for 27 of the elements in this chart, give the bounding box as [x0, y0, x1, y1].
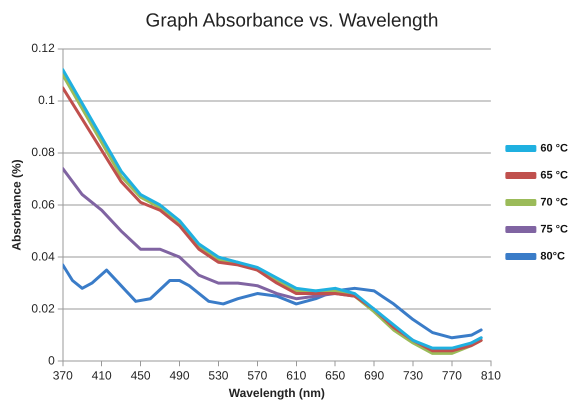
y-tick-label: 0.02	[31, 301, 56, 316]
y-tick-label: 0.1	[38, 93, 56, 108]
y-axis-title: Absorbance (%)	[10, 159, 24, 251]
x-tick-label: 490	[169, 368, 190, 383]
x-tick-label: 370	[52, 368, 74, 383]
legend-label: 70 °C	[540, 196, 568, 209]
y-tick-label: 0.06	[31, 197, 56, 212]
x-tick-label: 810	[480, 368, 502, 383]
y-tick-label: 0.12	[31, 41, 56, 56]
y-tick-label: 0.04	[31, 249, 56, 264]
x-tick-label: 690	[364, 368, 384, 383]
x-tick-label: 730	[403, 368, 424, 383]
x-axis-title: Wavelength (nm)	[228, 386, 325, 400]
x-tick-label: 410	[92, 368, 112, 383]
x-tick-label: 570	[247, 368, 268, 383]
legend-label: 75 °C	[540, 224, 568, 236]
x-tick-label: 610	[286, 368, 307, 383]
y-tick-label: 0.08	[31, 145, 56, 160]
x-tick-label: 530	[208, 368, 229, 383]
legend-label: 60 °C	[540, 142, 568, 155]
x-tick-label: 450	[130, 368, 151, 383]
legend-label: 65 °C	[540, 170, 568, 182]
x-tick-label: 770	[442, 368, 462, 383]
legend-label: 80°C	[540, 250, 565, 263]
x-tick-label: 650	[325, 368, 346, 383]
y-tick-label: 0	[48, 354, 56, 368]
chart-title: Graph Absorbance vs. Wavelength	[146, 10, 438, 32]
